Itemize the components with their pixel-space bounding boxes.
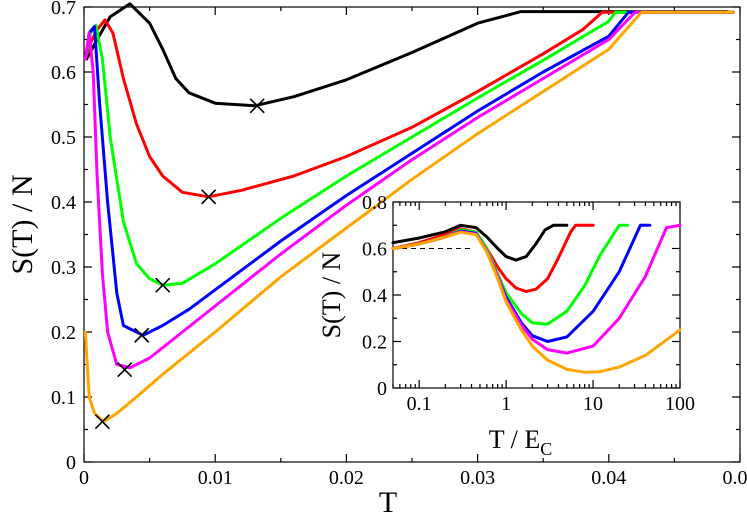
- main-x-tick-label: 0.01: [198, 467, 233, 489]
- main-x-marker: [134, 327, 150, 343]
- main-y-tick-label: 0.7: [51, 0, 76, 19]
- inset-y-tick-label: 0.8: [362, 192, 387, 214]
- main-y-tick-label: 0.1: [51, 387, 76, 409]
- main-y-tick-label: 0.4: [51, 192, 76, 214]
- main-y-tick-label: 0: [66, 452, 76, 474]
- main-x-tick-label: 0: [79, 467, 89, 489]
- main-x-marker: [249, 98, 265, 114]
- main-x-axis-title: T: [379, 486, 397, 517]
- inset-x-axis-title-main: T / E: [489, 425, 541, 454]
- inset-y-tick-label: 0.6: [362, 239, 387, 261]
- main-y-tick-label: 0.3: [51, 257, 76, 279]
- main-y-tick-label: 0.5: [51, 127, 76, 149]
- inset-x-tick-label: 0.1: [407, 393, 432, 415]
- inset-x-tick-label: 10: [583, 393, 603, 415]
- main-x-marker: [117, 362, 133, 378]
- inset-y-axis-title: S(T) / N: [317, 251, 346, 338]
- main-y-tick-label: 0.6: [51, 62, 76, 84]
- inset-x-axis-title: T / EC: [489, 425, 553, 459]
- inset-plot: 0.1 1 10 100 0 0.2 0.4 0.6 0.8 T / EC S(T) / N: [317, 192, 695, 459]
- main-series-magenta: [83, 10, 735, 370]
- main-x-marker: [201, 189, 217, 205]
- main-x-tick-label: 0.04: [591, 467, 626, 489]
- main-x-tick-label: 0.02: [329, 467, 364, 489]
- main-x-marker: [94, 414, 110, 430]
- inset-x-tick-label: 100: [665, 393, 695, 415]
- main-series-blue: [83, 10, 735, 337]
- main-x-marker: [155, 277, 171, 293]
- inset-y-tick-label: 0.2: [362, 332, 387, 354]
- inset-series-red: [391, 223, 595, 293]
- main-series-black: [85, 2, 729, 108]
- inset-y-tick-label: 0.4: [362, 285, 387, 307]
- main-plot: 0 0.01 0.02 0.03 0.04 0.05 0 0.1 0.2 0.3 0.4 0.5 0.6…: [6, 0, 747, 517]
- inset-y-tick-label: 0: [377, 378, 387, 400]
- inset-series-black: [391, 223, 569, 262]
- main-x-tick-label: 0.05: [723, 467, 747, 489]
- main-series-green: [83, 10, 735, 287]
- main-y-axis-title: S(T) / N: [6, 175, 39, 275]
- inset-x-tick-label: 1: [501, 393, 511, 415]
- main-x-tick-label: 0.03: [460, 467, 495, 489]
- inset-x-axis-title-subscript: C: [540, 439, 552, 459]
- main-series-red: [83, 10, 735, 199]
- main-y-tick-label: 0.2: [51, 322, 76, 344]
- inset-series-orange: [391, 230, 682, 374]
